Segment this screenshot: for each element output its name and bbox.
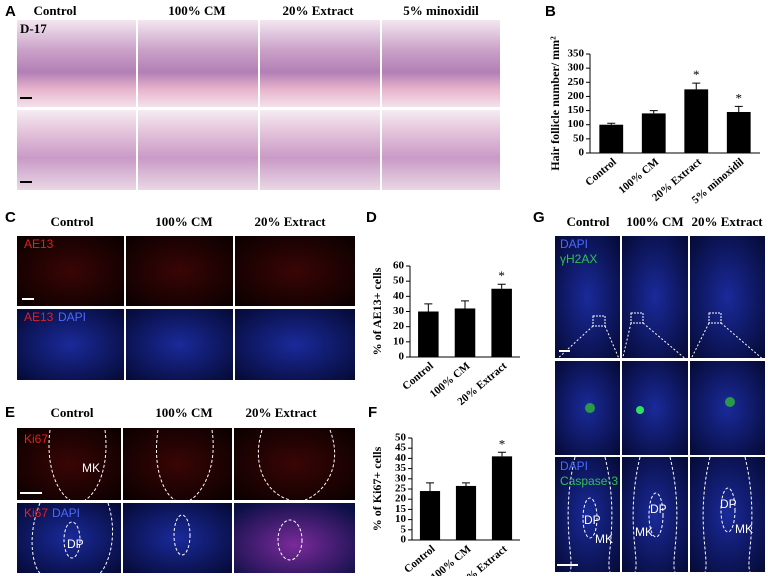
y-tick-label: 15 xyxy=(395,503,407,515)
column-header: 20% Extract xyxy=(254,214,326,229)
column-header: Control xyxy=(50,214,93,229)
column-header: Control xyxy=(50,405,93,420)
panel-letter: B xyxy=(545,3,556,20)
stain-label: AE13 xyxy=(24,310,54,324)
y-axis-label: % of Ki67+ cells xyxy=(370,446,384,531)
stain-label: Ki67 xyxy=(24,432,48,446)
significance-mark: * xyxy=(499,436,506,451)
y-tick-label: 50 xyxy=(395,432,407,444)
day-label: D-17 xyxy=(20,21,47,36)
error-bar xyxy=(424,303,433,312)
y-tick-label: 200 xyxy=(568,90,585,102)
column-header: 20% Extract xyxy=(245,405,317,420)
bar xyxy=(419,491,441,540)
stain-label: AE13 xyxy=(24,237,54,251)
column-header: 100% CM xyxy=(168,3,225,18)
y-tick-label: 50 xyxy=(393,275,405,287)
histology-images xyxy=(17,20,500,190)
region-label: DP xyxy=(584,513,601,527)
fluorescence-images xyxy=(17,428,355,574)
y-tick-label: 60 xyxy=(393,260,405,272)
y-tick-label: 0 xyxy=(401,534,407,546)
panel-letter: A xyxy=(5,3,16,20)
region-label: MK xyxy=(635,525,653,539)
column-header: Control xyxy=(33,3,76,18)
y-tick-label: 30 xyxy=(393,305,405,317)
panel-letter: E xyxy=(5,404,15,421)
y-tick-label: 350 xyxy=(568,48,585,60)
error-bar xyxy=(461,300,469,309)
bar xyxy=(491,288,512,357)
fluorescence-images xyxy=(17,236,355,380)
y-axis-label: % of AE13+ cells xyxy=(370,267,384,355)
y-tick-label: 10 xyxy=(395,513,407,525)
stain-label: DAPI xyxy=(560,459,588,473)
error-bar xyxy=(607,122,616,125)
y-tick-label: 5 xyxy=(401,523,407,535)
fluorescence-images xyxy=(554,236,766,573)
y-tick-label: 0 xyxy=(399,351,405,363)
stain-label: DAPI xyxy=(58,310,86,324)
error-bar xyxy=(692,82,701,90)
y-tick-label: 20 xyxy=(395,493,407,505)
panel-letter: G xyxy=(533,209,545,226)
bar xyxy=(491,456,513,540)
bar xyxy=(726,111,751,153)
error-bar xyxy=(498,451,506,457)
error-bar xyxy=(497,283,506,289)
y-axis-label: Hair follicle number/ mm² xyxy=(548,36,562,171)
x-tick-label: Control xyxy=(583,156,619,189)
y-tick-label: 35 xyxy=(395,462,407,474)
column-header: 5% minoxidil xyxy=(403,3,479,18)
significance-mark: * xyxy=(736,90,743,105)
region-label: MK xyxy=(595,532,613,546)
error-bar xyxy=(426,482,434,492)
column-header: 20% Extract xyxy=(282,3,354,18)
bar xyxy=(455,485,477,540)
bar xyxy=(641,113,666,153)
error-bar xyxy=(649,110,658,114)
bar xyxy=(454,308,476,357)
region-label: DP xyxy=(650,502,667,516)
column-header: 100% CM xyxy=(155,405,212,420)
region-label: DP xyxy=(67,537,84,551)
y-tick-label: 10 xyxy=(393,335,405,347)
bar xyxy=(418,311,439,357)
y-tick-label: 50 xyxy=(573,132,585,144)
stain-label: DAPI xyxy=(560,237,588,251)
stain-label: Caspase-3 xyxy=(560,474,618,488)
panel-letter: C xyxy=(5,209,16,226)
column-header: 20% Extract xyxy=(691,214,763,229)
stain-label: Ki67 xyxy=(24,506,48,520)
y-tick-label: 150 xyxy=(568,104,585,116)
y-tick-label: 45 xyxy=(395,442,407,454)
y-tick-label: 100 xyxy=(568,118,585,130)
bar xyxy=(599,124,624,153)
panel-letter: F xyxy=(368,404,377,421)
panel-letter: D xyxy=(366,209,377,226)
significance-mark: * xyxy=(498,268,505,283)
column-header: Control xyxy=(566,214,609,229)
stain-label: γH2AX xyxy=(560,252,597,266)
error-bar xyxy=(462,482,470,486)
region-label: MK xyxy=(82,461,100,475)
y-tick-label: 0 xyxy=(579,147,585,159)
y-tick-label: 40 xyxy=(395,452,407,464)
region-label: DP xyxy=(720,497,737,511)
error-bar xyxy=(734,105,743,112)
bar xyxy=(684,89,709,153)
y-tick-label: 25 xyxy=(395,483,407,495)
y-tick-label: 40 xyxy=(393,290,405,302)
y-tick-label: 300 xyxy=(568,62,585,74)
significance-mark: * xyxy=(693,67,700,82)
column-header: 100% CM xyxy=(626,214,683,229)
stain-label: DAPI xyxy=(52,506,80,520)
y-tick-label: 30 xyxy=(395,472,407,484)
y-tick-label: 250 xyxy=(568,76,585,88)
region-label: MK xyxy=(735,522,753,536)
column-header: 100% CM xyxy=(155,214,212,229)
y-tick-label: 20 xyxy=(393,320,405,332)
